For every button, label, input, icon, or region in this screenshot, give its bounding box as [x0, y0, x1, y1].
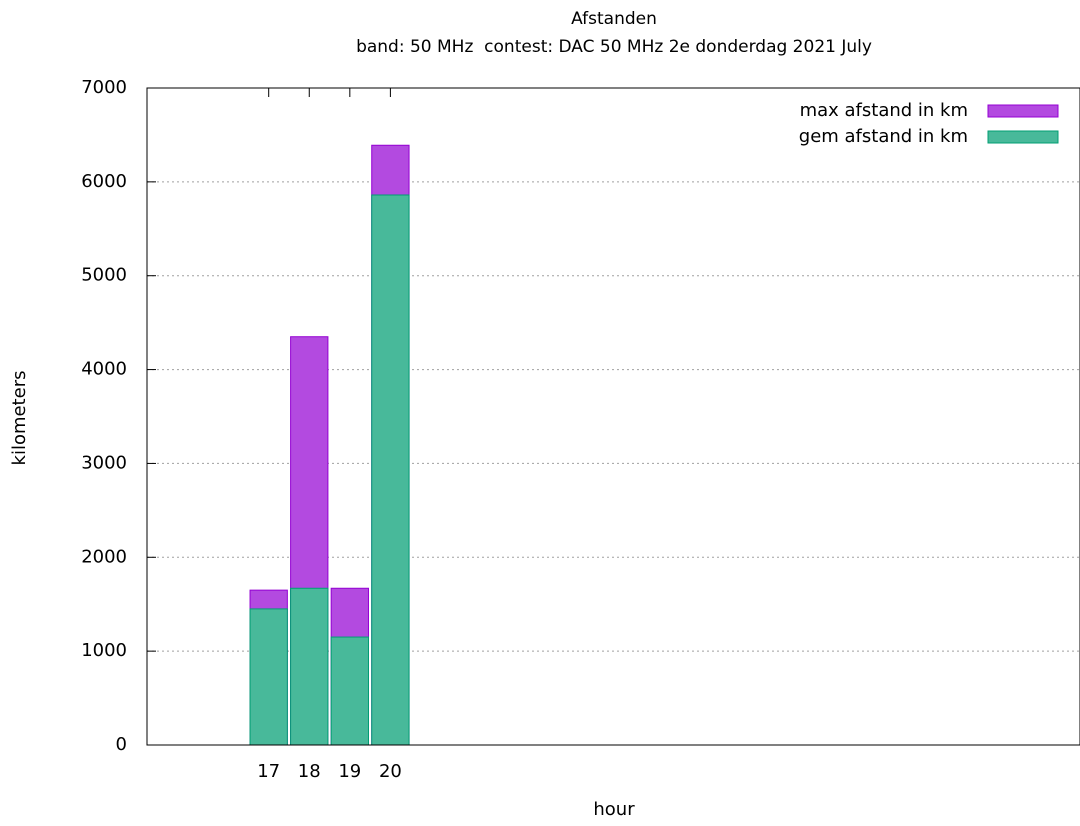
legend-label: max afstand in km — [800, 100, 968, 121]
x-axis-label: hour — [593, 799, 635, 820]
y-tick-label: 5000 — [81, 265, 127, 286]
y-tick-label: 1000 — [81, 640, 127, 661]
bar — [249, 608, 288, 746]
bar — [371, 194, 410, 746]
plot-border — [146, 87, 1080, 746]
y-tick-label: 4000 — [81, 359, 127, 380]
legend-label: gem afstand in km — [799, 126, 968, 147]
bar — [330, 636, 369, 746]
x-tick-label: 18 — [298, 761, 321, 782]
bar — [290, 587, 329, 746]
y-tick-label: 6000 — [81, 171, 127, 192]
legend-swatch — [987, 130, 1059, 144]
x-tick-label: 17 — [257, 761, 280, 782]
x-tick-label: 19 — [338, 761, 361, 782]
legend-swatch — [987, 104, 1059, 118]
y-tick-label: 3000 — [81, 452, 127, 473]
y-tick-label: 0 — [116, 734, 127, 755]
y-axis-label: kilometers — [9, 371, 30, 466]
chart-title: Afstanden — [571, 9, 657, 29]
x-tick-label: 20 — [379, 761, 402, 782]
y-tick-label: 7000 — [81, 77, 127, 98]
chart-subtitle: band: 50 MHz contest: DAC 50 MHz 2e dond… — [356, 37, 872, 57]
y-tick-label: 2000 — [81, 546, 127, 567]
